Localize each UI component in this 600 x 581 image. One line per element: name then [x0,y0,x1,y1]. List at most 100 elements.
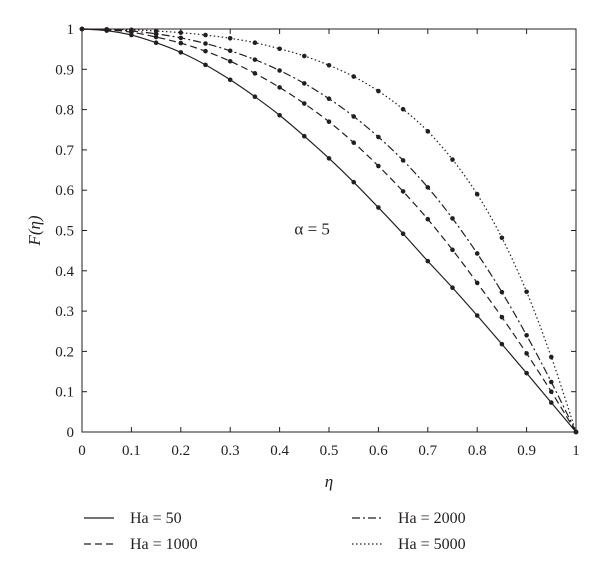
series-point [178,50,184,55]
series-point [400,189,406,194]
y-tick-label: 0.5 [55,224,74,240]
legend-label: Ha = 1000 [130,536,198,553]
series-point [474,251,480,256]
series-point [277,46,282,52]
series-point [178,30,184,35]
x-tick-label: 0 [78,443,86,459]
y-tick-label: 0.1 [55,385,74,401]
series-point [252,71,258,76]
y-tick-label: 0.4 [55,264,74,280]
legend: Ha = 50 Ha = 1000 Ha = 2000 Ha = 5000 [84,510,466,553]
series-point [203,32,208,38]
series-point [499,289,505,295]
series-point [573,429,579,435]
series-point [277,68,282,73]
series-point [104,27,109,32]
series-point [425,185,431,190]
series-point [326,156,332,161]
x-tick-label: 1 [572,443,580,459]
alpha-annotation: α = 5 [294,220,330,239]
y-tick-label: 0 [67,425,75,441]
series-point [474,191,480,197]
series-point [203,41,208,46]
series-point [474,280,480,286]
y-tick-label: 0.7 [55,143,74,159]
series-point [302,101,307,106]
series-point [376,134,381,140]
series-point [203,62,208,68]
series-point [178,35,184,41]
series-point [425,129,431,134]
series-point [302,81,307,86]
series-point [376,163,381,169]
series-point [376,88,381,94]
series-point [203,48,208,54]
series-point [549,379,554,385]
y-tick-label: 0.8 [55,103,74,119]
series-point [524,370,529,376]
series-3 [79,26,579,435]
series-point [326,62,332,68]
series-point [499,235,505,241]
x-tick-label: 0.2 [171,443,190,459]
y-tick-label: 0.2 [55,344,74,360]
legend-item: Ha = 50 [84,510,182,527]
series-point [351,74,357,79]
series-point [227,48,233,54]
series-point [277,112,282,118]
y-tick-label: 0.6 [55,183,74,199]
series-point [400,106,406,112]
series-point [326,119,332,124]
legend-label: Ha = 5000 [398,536,466,553]
x-tick-label: 0.6 [369,443,388,459]
series-point [302,133,307,139]
series-point [400,231,406,237]
series-point [252,40,258,46]
series-point [302,53,307,59]
series-line [81,28,577,433]
y-axis-title: F(η) [25,215,44,246]
legend-item: Ha = 1000 [84,536,198,553]
y-tick-label: 1 [67,22,75,38]
series-point [524,289,529,295]
series-1 [79,26,579,435]
series-point [499,341,505,347]
x-tick-label: 0.5 [320,443,339,459]
series-point [450,216,455,221]
series-point [450,157,455,162]
y-tick-label: 0.3 [55,304,74,320]
series-point [153,40,159,46]
x-tick-label: 0.1 [122,443,141,459]
series-point [549,354,554,360]
series-4 [79,26,579,435]
series-point [252,94,258,100]
x-axis-ticks: 0 0.1 0.2 0.3 0.4 0.5 0.6 0.7 0.8 0.9 1 [78,29,580,459]
series-point [277,85,282,90]
y-tick-label: 0.9 [55,62,74,78]
series-point [153,34,159,40]
legend-item: Ha = 2000 [352,510,466,527]
series-point [252,57,258,62]
series-point [227,77,233,83]
series-point [524,351,529,356]
x-axis-title: η [325,472,333,491]
x-tick-label: 0.9 [517,443,536,459]
series-point [178,40,184,46]
x-tick-label: 0.8 [468,443,487,459]
series-point [549,400,554,405]
series-point [425,258,431,264]
series-point [450,247,455,253]
series-point [351,114,357,119]
series-point [227,35,233,41]
series-point [129,27,134,33]
x-tick-label: 0.7 [418,443,437,459]
series-point [153,28,159,34]
series-point [549,389,554,395]
series-point [474,313,480,318]
series-point [79,26,85,32]
legend-label: Ha = 50 [130,510,182,527]
x-tick-label: 0.3 [221,443,240,459]
series-point [450,285,455,291]
series-point [376,205,381,210]
